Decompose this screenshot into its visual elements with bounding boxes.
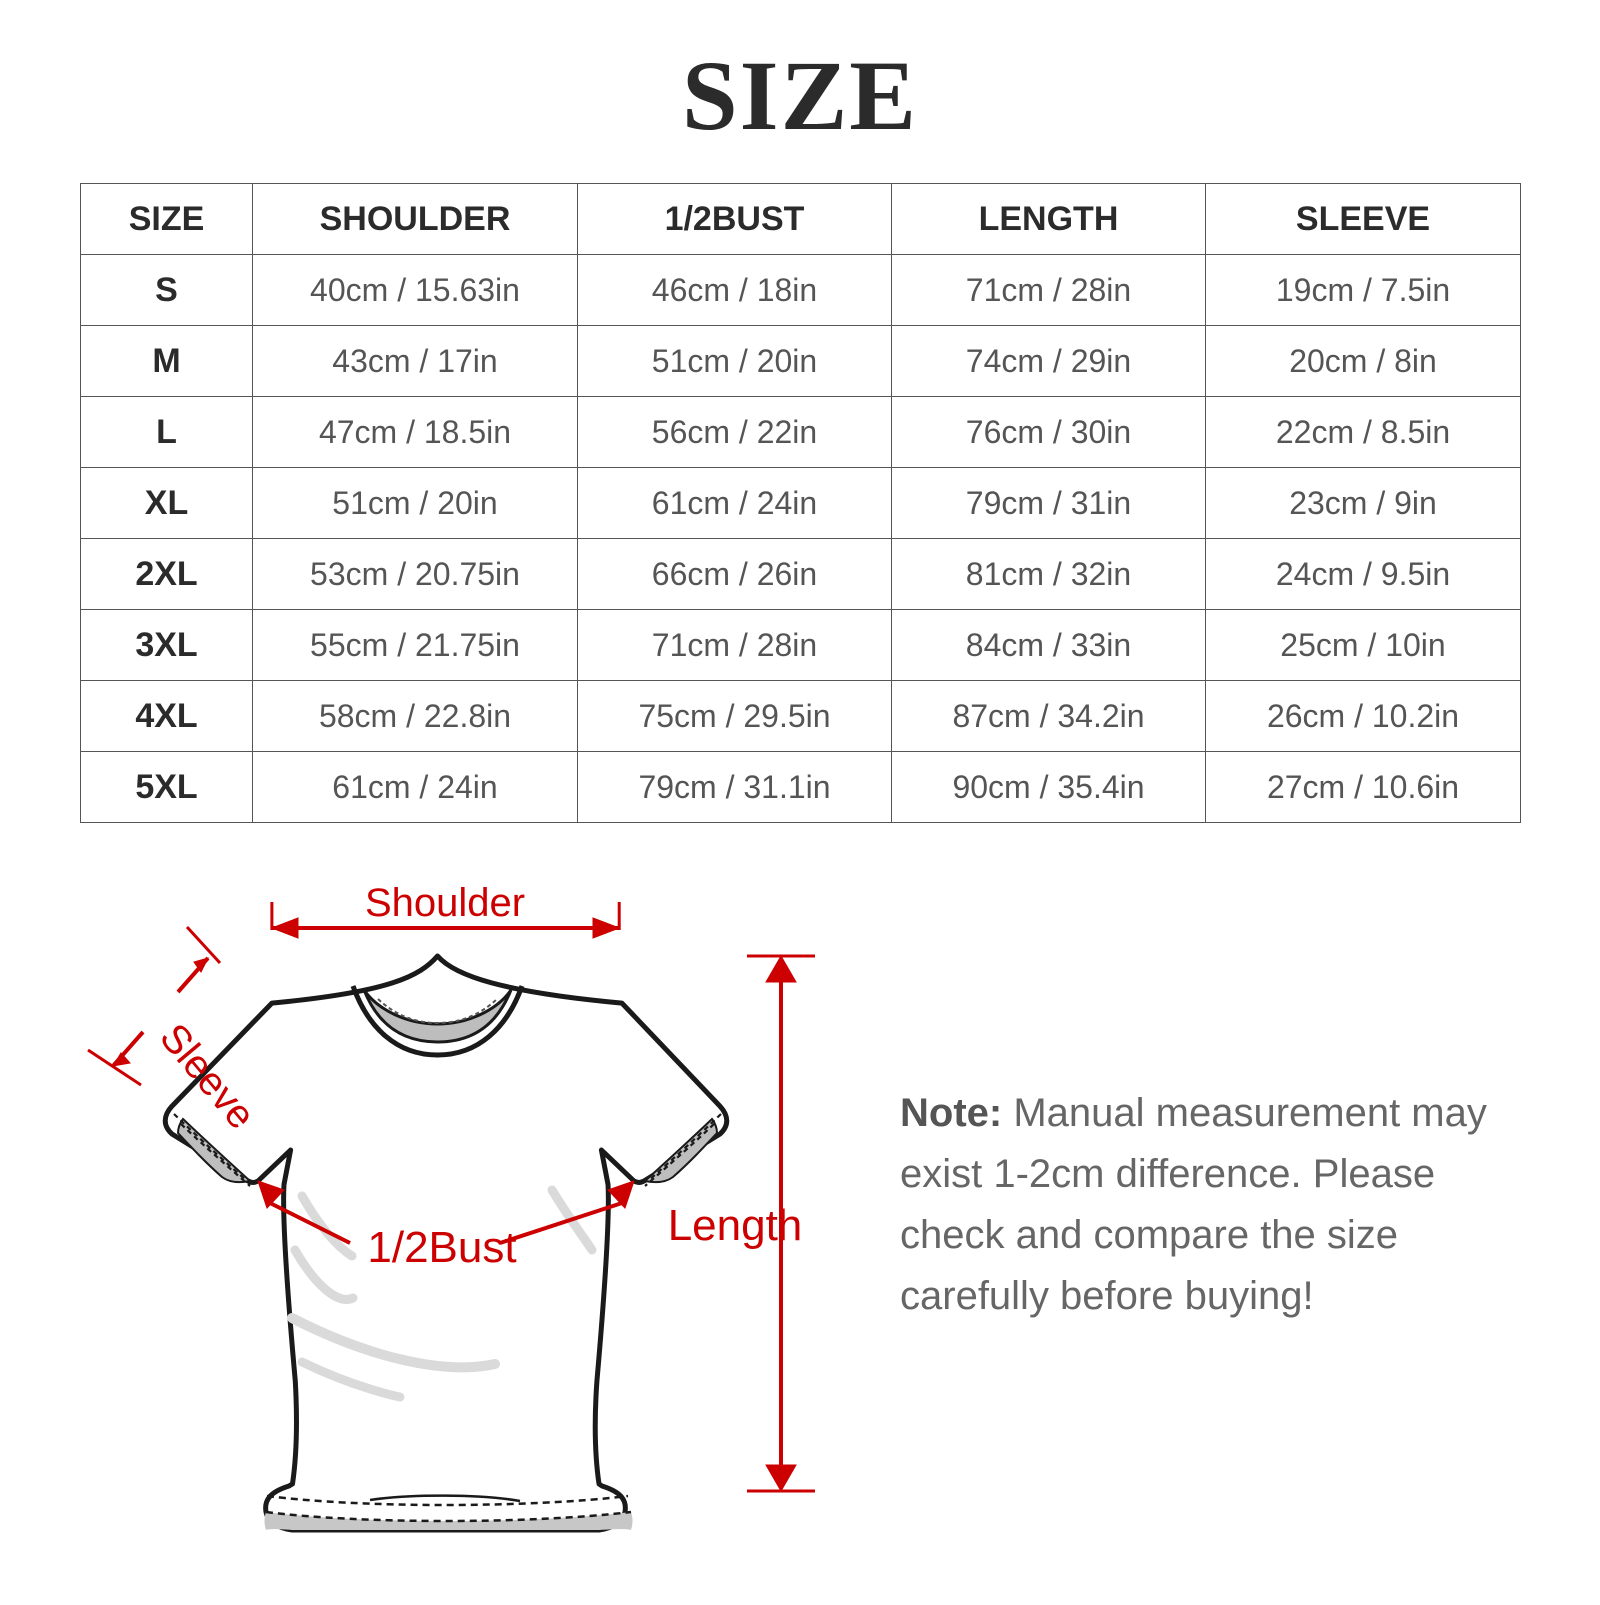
svg-text:1/2Bust: 1/2Bust bbox=[367, 1223, 516, 1272]
svg-text:Length: Length bbox=[668, 1201, 803, 1250]
svg-text:Shoulder: Shoulder bbox=[365, 881, 525, 925]
